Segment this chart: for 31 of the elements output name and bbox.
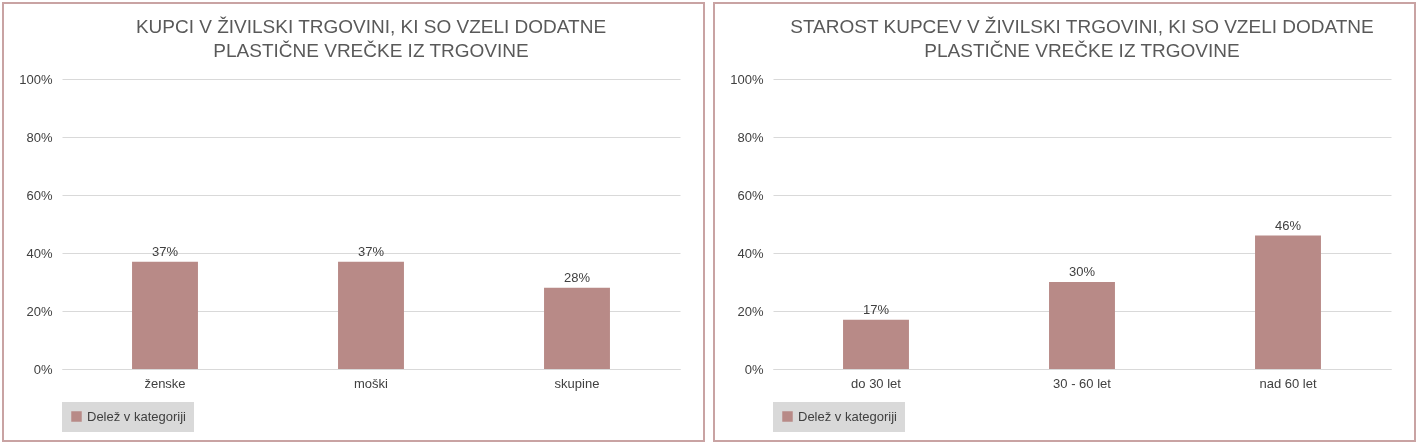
y-tick-label: 40% — [26, 245, 53, 261]
legend-label: Delež v kategoriji — [798, 408, 898, 424]
data-label: 28% — [563, 269, 591, 285]
bar — [843, 319, 909, 369]
x-tick-label: do 30 let — [851, 375, 902, 391]
y-tick-label: 60% — [737, 187, 764, 203]
chart-title: STAROST KUPCEV V ŽIVILSKI TRGOVINI, KI SO VZELI DODATNE PLASTIČNE VREČKE IZ TRGOVINE — [790, 16, 1374, 61]
y-tick-label: 20% — [26, 303, 53, 319]
y-tick-label: 0% — [33, 361, 53, 377]
chart-title: KUPCI V ŽIVILSKI TRGOVINI, KI SO VZELI DODATNE PLASTIČNE VREČKE IZ TRGOVINE — [135, 16, 607, 61]
x-tick-label: ženske — [144, 375, 186, 391]
x-tick-label: nad 60 let — [1259, 375, 1317, 391]
y-tick-label: 0% — [744, 361, 764, 377]
bar — [1049, 282, 1115, 369]
y-tick-label: 80% — [737, 129, 764, 145]
y-tick-label: 100% — [730, 71, 764, 87]
data-label: 37% — [151, 243, 179, 259]
y-tick-label: 100% — [19, 71, 53, 87]
y-tick-label: 20% — [737, 303, 764, 319]
data-label: 17% — [862, 301, 890, 317]
legend-label: Delež v kategoriji — [87, 408, 187, 424]
data-label: 46% — [1274, 217, 1302, 233]
y-tick-label: 40% — [737, 245, 764, 261]
data-label: 37% — [357, 243, 385, 259]
x-tick-label: skupine — [554, 375, 600, 391]
y-tick-label: 60% — [26, 187, 53, 203]
bar — [1255, 235, 1321, 369]
data-label: 30% — [1068, 264, 1096, 279]
y-tick-label: 80% — [26, 129, 53, 145]
x-tick-label: moški — [354, 375, 389, 391]
x-tick-label: 30 - 60 let — [1053, 375, 1112, 391]
